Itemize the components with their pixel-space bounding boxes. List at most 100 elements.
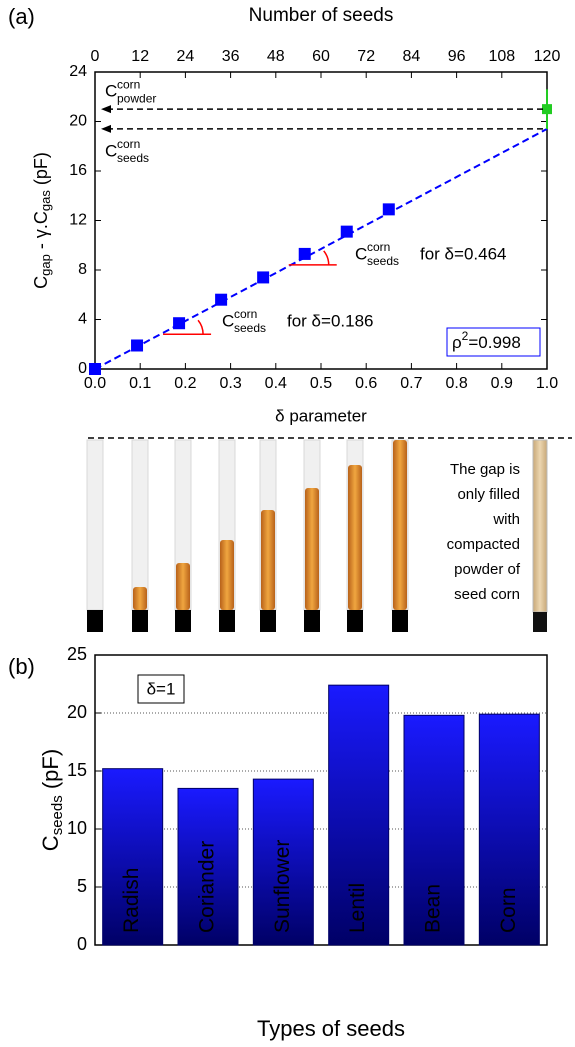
- slope-label-sub: seeds: [234, 321, 266, 335]
- x-tick-label: 0.9: [491, 375, 513, 392]
- slope-label-base: C: [355, 244, 367, 263]
- y-tick-label: 24: [69, 63, 87, 80]
- fit-quality-part: =0.998: [468, 333, 520, 352]
- x2-tick-label: 60: [312, 48, 330, 65]
- slope-arc: [197, 319, 204, 335]
- panel-label: (b): [8, 654, 35, 679]
- x-tick-label: 0.7: [400, 375, 422, 392]
- data-point: [131, 339, 144, 352]
- reference-label-sub: powder: [117, 91, 156, 105]
- tube-base: [132, 610, 148, 632]
- y-axis-title: Cseeds (pF): [38, 749, 66, 851]
- x-tick-label: 0.2: [174, 375, 196, 392]
- annotation-box: [137, 674, 185, 704]
- slope-text: for δ=0.464: [420, 244, 507, 263]
- slope-text: for δ=0.186: [287, 311, 374, 330]
- reference-label-sup: corn: [117, 137, 140, 151]
- y-tick-label: 20: [67, 702, 87, 722]
- category-label: Sunflower: [271, 840, 294, 933]
- x-tick-label: 0.6: [355, 375, 377, 392]
- x2-tick-label: 120: [534, 48, 561, 65]
- tube-glass: [131, 439, 149, 611]
- x-tick-label: 0.8: [445, 375, 467, 392]
- tube-base: [175, 610, 191, 632]
- photo-note: compacted: [447, 536, 520, 553]
- photo-note: powder of: [454, 561, 521, 578]
- y-axis-title-part: C: [38, 835, 63, 851]
- corn-fill: [176, 563, 190, 610]
- x-tick-label: 0.0: [84, 375, 106, 392]
- x2-axis-title: Number of seeds: [249, 5, 394, 26]
- fit-line: [94, 128, 548, 370]
- x-tick-label: 0.5: [310, 375, 332, 392]
- reference-label-sub: seeds: [117, 151, 149, 165]
- slope-label-sup: corn: [367, 240, 390, 254]
- x2-tick-label: 36: [222, 48, 240, 65]
- x2-tick-label: 108: [488, 48, 515, 65]
- x2-tick-label: 72: [357, 48, 375, 65]
- y-tick-label: 12: [69, 212, 87, 229]
- data-point: [298, 247, 311, 260]
- fit-quality: ρ2=0.998: [452, 329, 521, 352]
- x-tick-label: 0.4: [265, 375, 287, 392]
- corn-fill: [348, 465, 362, 610]
- x2-tick-label: 24: [177, 48, 195, 65]
- y-tick-label: 16: [69, 162, 87, 179]
- slope-label-sub: seeds: [367, 254, 399, 268]
- tube-glass: [86, 439, 104, 611]
- x-tick-label: 0.3: [219, 375, 241, 392]
- y-axis-title-part: (pF): [31, 152, 51, 190]
- bar: [403, 714, 465, 946]
- corn-fill: [393, 440, 407, 610]
- fit-quality-part: 2: [462, 329, 469, 343]
- photo-note: The gap is: [450, 461, 520, 478]
- fit-quality-part: ρ: [452, 333, 462, 352]
- bar: [102, 768, 164, 946]
- photo-note: only filled: [457, 486, 520, 503]
- y-tick-label: 10: [67, 818, 87, 838]
- y-tick-label: 5: [77, 876, 87, 896]
- bar: [478, 713, 540, 946]
- photo-note: seed corn: [454, 586, 520, 603]
- y-axis-title-part: gap: [38, 254, 53, 276]
- x2-tick-label: 0: [91, 48, 100, 65]
- slope-label-base: C: [222, 311, 234, 330]
- corn-fill: [261, 510, 275, 610]
- reference-label-sup: corn: [117, 77, 140, 91]
- slope-arc: [323, 250, 330, 265]
- data-point: [89, 363, 101, 375]
- y-axis-title-part: gas: [38, 190, 53, 211]
- category-label: Corn: [497, 887, 520, 933]
- reference-label-base: C: [105, 141, 117, 160]
- x-tick-label: 1.0: [536, 375, 558, 392]
- category-label: Coriander: [196, 841, 219, 933]
- photo-note: with: [492, 511, 520, 528]
- bar: [252, 778, 314, 946]
- bar: [177, 787, 239, 946]
- corn-fill: [133, 587, 147, 610]
- plot-frame: [94, 654, 548, 946]
- y-tick-label: 0: [78, 360, 87, 377]
- tube-base: [219, 610, 235, 632]
- fit-quality-box: [446, 327, 541, 357]
- annotation: δ=1: [147, 679, 176, 698]
- corn-fill: [305, 488, 319, 610]
- tube-base: [347, 610, 363, 632]
- tube-base: [87, 610, 103, 632]
- x2-tick-label: 96: [448, 48, 466, 65]
- slope-label-sup: corn: [234, 307, 257, 321]
- y-tick-label: 4: [78, 311, 87, 328]
- data-point: [382, 203, 395, 216]
- tube-base: [533, 612, 547, 632]
- y-tick-label: 25: [67, 644, 87, 664]
- corn-fill: [220, 540, 234, 610]
- tube-base: [260, 610, 276, 632]
- x2-tick-label: 84: [403, 48, 421, 65]
- category-label: Bean: [422, 884, 445, 933]
- data-point: [542, 104, 552, 115]
- y-tick-label: 0: [77, 934, 87, 954]
- reference-label-base: C: [105, 82, 117, 101]
- tube-base: [392, 610, 408, 632]
